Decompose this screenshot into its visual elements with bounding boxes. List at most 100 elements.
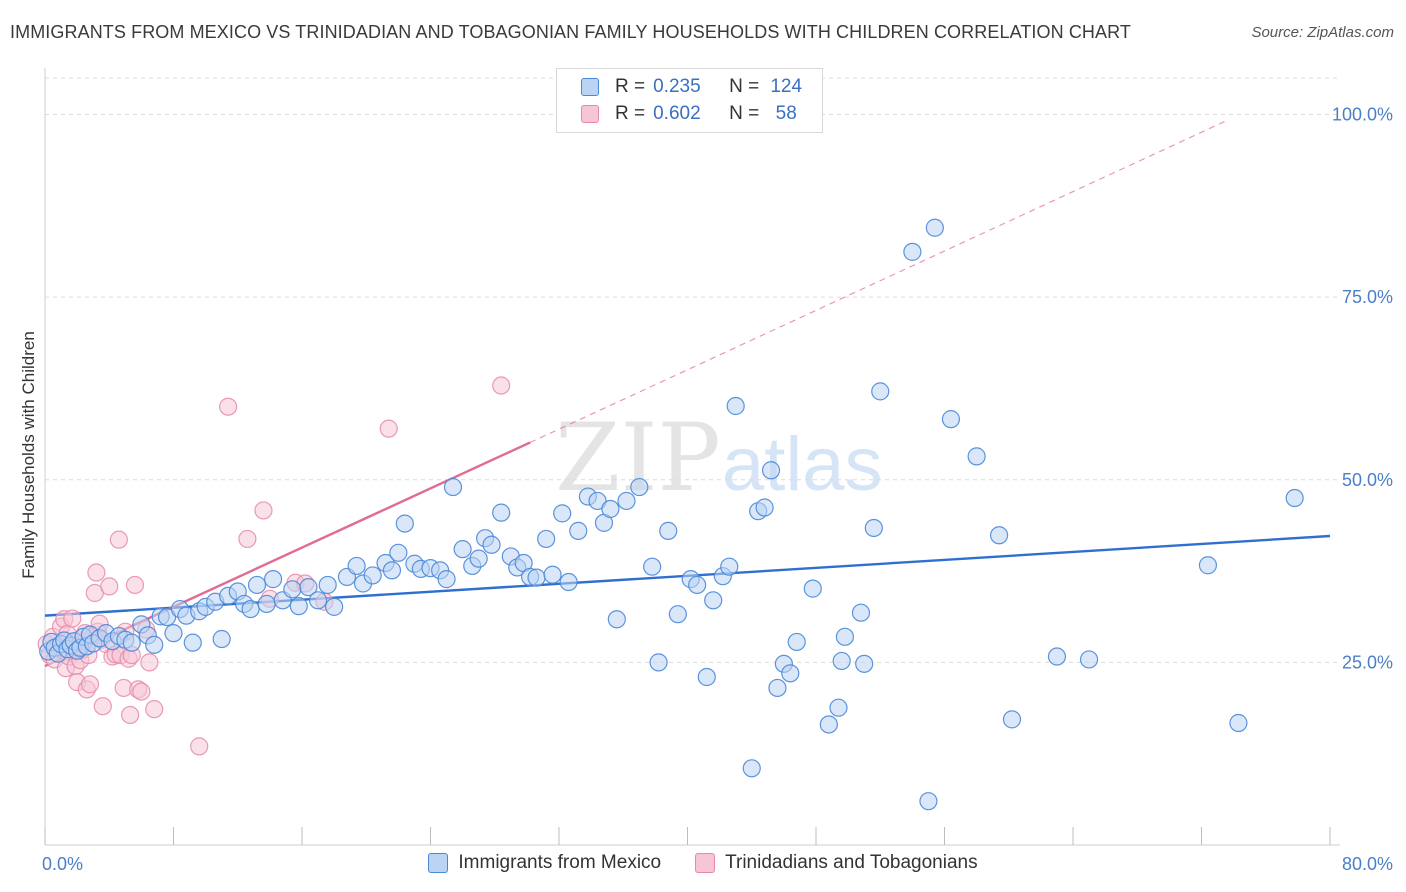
point-mexico — [347, 556, 366, 576]
point-mexico — [492, 503, 511, 522]
point-trinidadian — [492, 376, 511, 395]
y-tick-label: 75.0% — [1342, 287, 1393, 307]
legend-row-trinidad: R = 0.602 N = 58 — [581, 102, 805, 126]
axes — [44, 68, 1340, 846]
x-tick-label: 0.0% — [42, 854, 83, 874]
point-mexico — [289, 597, 308, 616]
point-mexico — [363, 566, 382, 585]
series-legend: Immigrants from Mexico Trinidadians and … — [0, 852, 1406, 874]
point-mexico — [835, 627, 855, 646]
legend-n-value: 124 — [770, 76, 803, 97]
point-mexico — [768, 678, 787, 698]
point-mexico — [543, 565, 562, 584]
point-mexico — [617, 491, 636, 511]
legend-n-label: N = — [729, 76, 760, 97]
point-mexico — [967, 447, 986, 466]
point-mexico — [864, 518, 883, 538]
point-mexico — [832, 651, 851, 671]
point-mexico — [482, 535, 501, 554]
point-mexico — [1285, 488, 1304, 508]
point-mexico — [164, 624, 183, 643]
point-mexico — [941, 410, 961, 429]
point-mexico — [527, 568, 546, 587]
point-mexico — [122, 633, 141, 652]
point-mexico — [607, 610, 626, 629]
point-mexico — [781, 664, 800, 683]
point-trinidadian — [63, 609, 82, 628]
point-mexico — [443, 477, 463, 497]
point-mexico — [537, 529, 556, 549]
legend-n-label: N = — [729, 103, 760, 124]
point-mexico — [437, 570, 456, 589]
legend-r-value: 0.235 — [653, 76, 701, 97]
point-mexico — [263, 570, 283, 589]
point-mexico — [382, 561, 402, 580]
point-trinidadian — [109, 530, 128, 549]
point-mexico — [871, 382, 890, 401]
point-mexico — [569, 521, 588, 540]
legend-swatch-blue — [581, 78, 599, 96]
point-mexico — [247, 575, 267, 595]
point-mexico — [851, 603, 871, 622]
point-mexico — [819, 715, 838, 734]
chart-source: Source: ZipAtlas.com — [1251, 24, 1394, 41]
point-mexico — [588, 491, 607, 511]
point-mexico — [855, 654, 874, 673]
data-points — [37, 218, 1304, 811]
point-mexico — [755, 498, 774, 517]
series-legend-mexico: Immigrants from Mexico — [428, 852, 661, 874]
point-mexico — [157, 607, 177, 627]
correlation-legend: R = 0.235 N = 124 R = 0.602 N = 58 — [556, 68, 823, 133]
point-mexico — [257, 594, 276, 614]
series-swatch-blue — [428, 853, 449, 873]
point-trinidadian — [190, 737, 209, 756]
point-trinidadian — [219, 397, 238, 416]
point-mexico — [726, 396, 745, 416]
point-mexico — [1002, 710, 1022, 729]
y-tick-label: 50.0% — [1342, 470, 1393, 490]
point-mexico — [395, 514, 414, 533]
point-trinidadian — [121, 705, 140, 725]
y-tick-label: 100.0% — [1332, 105, 1393, 125]
point-mexico — [469, 549, 488, 568]
point-mexico — [241, 599, 260, 619]
point-mexico — [318, 575, 337, 595]
point-mexico — [559, 572, 578, 592]
point-trinidadian — [87, 563, 106, 582]
point-trinidadian — [93, 697, 112, 716]
point-mexico — [325, 597, 344, 616]
point-mexico — [453, 540, 472, 559]
point-trinidadian — [140, 653, 159, 672]
point-trinidadian — [100, 577, 119, 596]
point-trinidadian — [379, 419, 398, 438]
x-tick-label: 80.0% — [1342, 854, 1393, 874]
point-mexico — [299, 578, 318, 597]
point-mexico — [630, 477, 649, 497]
point-mexico — [553, 504, 572, 523]
point-mexico — [704, 591, 723, 610]
point-mexico — [803, 579, 822, 598]
point-mexico — [1198, 556, 1218, 575]
legend-r-label: R = — [615, 103, 646, 124]
point-mexico — [742, 759, 761, 778]
legend-n-value: 58 — [775, 103, 797, 124]
point-mexico — [308, 591, 328, 610]
point-trinidadian — [145, 700, 164, 719]
trendline-trinidad-extension — [529, 119, 1228, 444]
point-mexico — [829, 698, 848, 717]
point-trinidadian — [254, 501, 273, 520]
point-mexico — [649, 653, 668, 672]
legend-row-mexico: R = 0.235 N = 124 — [581, 75, 805, 99]
series-label-mexico: Immigrants from Mexico — [458, 852, 662, 873]
y-axis-label: Family Households with Children — [19, 331, 38, 579]
point-mexico — [787, 632, 806, 652]
point-mexico — [720, 557, 739, 576]
point-trinidadian — [132, 682, 151, 701]
point-mexico — [283, 580, 302, 599]
point-mexico — [925, 218, 944, 237]
point-mexico — [688, 575, 707, 595]
legend-swatch-pink — [581, 105, 599, 123]
series-legend-trinidad: Trinidadians and Tobagonians — [695, 852, 978, 874]
legend-r-label: R = — [615, 76, 646, 97]
